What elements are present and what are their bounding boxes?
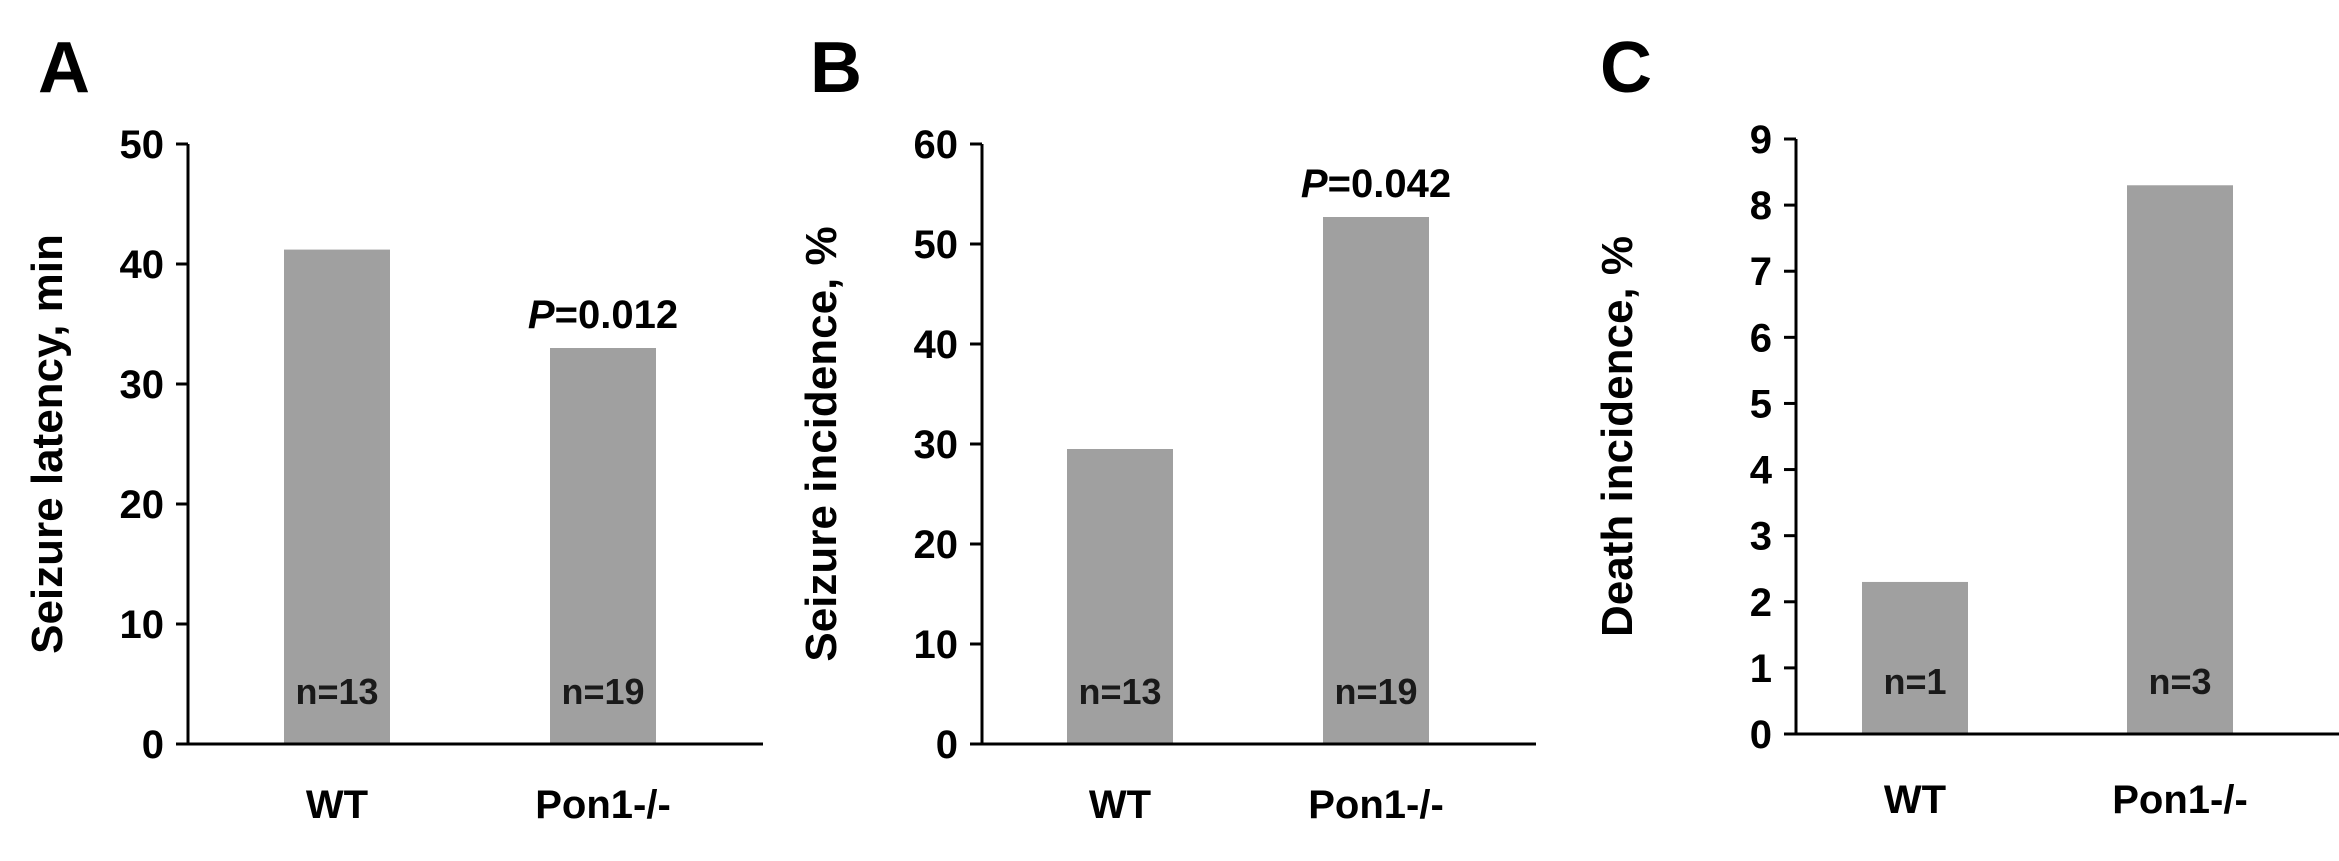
chart-panel-c: C 0 1 2 3 4 5 6 7 8 9 Death incidence, % WT Pon1-/- n=… <box>1593 28 2339 822</box>
y-tick-label: 60 <box>914 123 959 167</box>
bar-pon1 <box>550 348 656 744</box>
n-label: n=19 <box>1334 671 1417 712</box>
x-tick-label: WT <box>306 783 368 827</box>
y-tick-label: 20 <box>914 523 959 567</box>
y-tick-label: 7 <box>1750 250 1772 294</box>
y-tick-label: 8 <box>1750 184 1772 228</box>
y-tick-label: 5 <box>1750 382 1772 426</box>
panel-letter: A <box>38 28 90 108</box>
x-tick-label: WT <box>1089 783 1151 827</box>
x-tick-label: Pon1-/- <box>535 783 671 827</box>
y-tick-label: 50 <box>914 223 959 267</box>
y-tick-label: 3 <box>1750 515 1772 559</box>
p-value-annotation: P=0.042 <box>1301 162 1451 206</box>
y-axis-label: Death incidence, % <box>1593 236 1642 637</box>
y-tick-label: 0 <box>936 723 958 767</box>
x-tick-label: Pon1-/- <box>2112 778 2248 822</box>
bar-wt <box>1067 449 1173 744</box>
chart-panel-a: A 0 10 20 30 40 50 Seizure latency, min WT Pon1-/… <box>23 28 763 827</box>
y-tick-label: 30 <box>914 423 959 467</box>
panel-letter: C <box>1600 28 1652 108</box>
y-tick-label: 10 <box>120 603 165 647</box>
y-tick-label: 50 <box>120 123 165 167</box>
n-label: n=13 <box>1078 671 1161 712</box>
y-tick-label: 6 <box>1750 316 1772 360</box>
y-tick-label: 20 <box>120 483 165 527</box>
y-axis-label: Seizure incidence, % <box>797 226 846 661</box>
n-label: n=13 <box>295 671 378 712</box>
chart-panel-b: B 0 10 20 30 40 50 60 Seizure incidence, % WT Pon1… <box>797 28 1536 827</box>
n-label: n=3 <box>2148 661 2211 702</box>
bar-wt <box>284 249 390 744</box>
y-tick-label: 40 <box>914 323 959 367</box>
bar-wt <box>1862 581 1968 734</box>
y-tick-label: 9 <box>1750 118 1772 162</box>
n-label: n=1 <box>1883 661 1946 702</box>
y-tick-label: 2 <box>1750 581 1772 625</box>
panel-letter: B <box>810 28 862 108</box>
y-axis-label: Seizure latency, min <box>23 234 72 654</box>
y-tick-label: 1 <box>1750 647 1772 691</box>
y-tick-label: 4 <box>1750 449 1773 493</box>
bar-pon1 <box>2127 185 2233 734</box>
y-tick-label: 40 <box>120 243 165 287</box>
y-tick-label: 30 <box>120 363 165 407</box>
x-tick-label: Pon1-/- <box>1308 783 1444 827</box>
bar-pon1 <box>1323 217 1429 744</box>
p-value-annotation: P=0.012 <box>528 293 678 337</box>
n-label: n=19 <box>561 671 644 712</box>
x-tick-label: WT <box>1884 778 1946 822</box>
y-tick-label: 0 <box>1750 713 1772 757</box>
y-tick-label: 10 <box>914 623 959 667</box>
y-tick-label: 0 <box>142 723 164 767</box>
